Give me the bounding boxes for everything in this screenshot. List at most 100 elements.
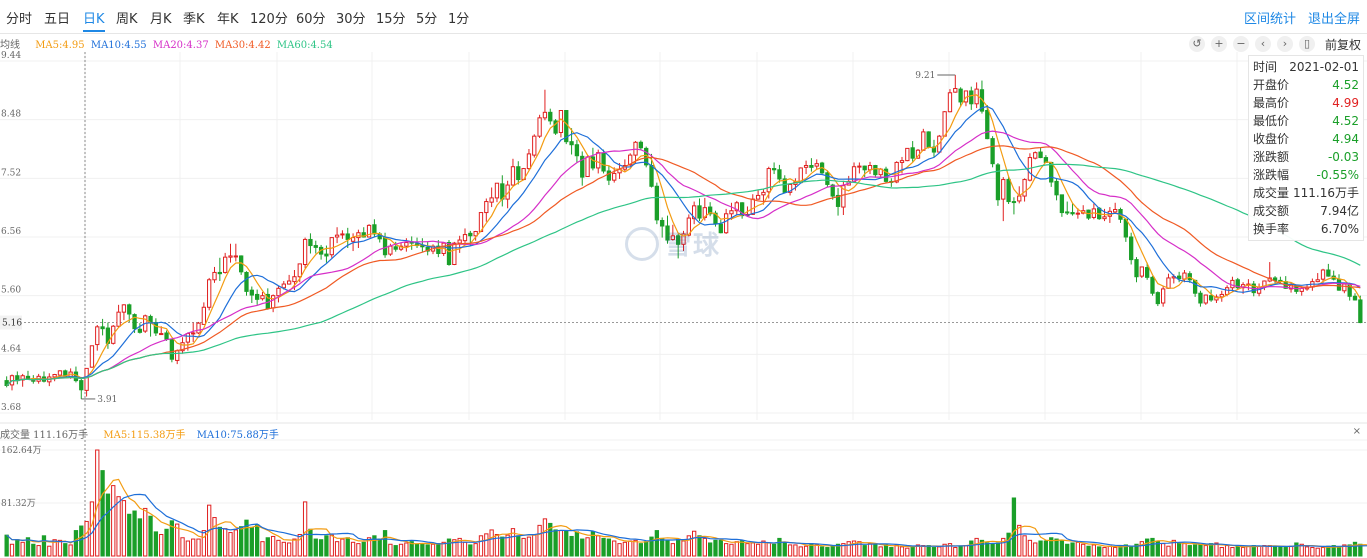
volume-bar <box>1086 545 1091 557</box>
volume-bar <box>750 542 755 557</box>
candle-up <box>899 160 905 163</box>
volume-bar <box>409 541 414 557</box>
candle-up <box>692 205 697 220</box>
volume-bar <box>1054 538 1059 557</box>
volume-bar <box>478 535 484 557</box>
candle-down <box>436 245 441 255</box>
tab-5min[interactable]: 5分 <box>416 12 438 27</box>
zoom-in-icon[interactable]: + <box>1210 36 1227 52</box>
candle-down <box>1011 201 1017 204</box>
volume-bar <box>692 530 697 557</box>
tooltip-value: -0.55% <box>1316 168 1359 182</box>
volume-bar <box>100 470 105 557</box>
adjust-mode-label[interactable]: 前复权 <box>1324 37 1361 52</box>
ma30-line <box>6 145 1361 386</box>
reset-icon[interactable]: ↺ <box>1188 36 1205 52</box>
snowball-logo-icon <box>625 226 659 261</box>
tab-30min[interactable]: 30分 <box>336 12 366 27</box>
candle-down <box>835 194 841 207</box>
volume-bar <box>686 535 691 557</box>
candle-up <box>542 111 548 119</box>
volume-bar <box>878 546 883 557</box>
volume-bar <box>931 547 937 557</box>
close-volume-icon[interactable]: × <box>1352 426 1361 437</box>
tab-weekly-k[interactable]: 周K <box>116 12 138 27</box>
candle-down <box>1006 179 1011 203</box>
candle-down <box>1208 295 1214 301</box>
volume-bar <box>782 541 787 557</box>
candle-up <box>1075 212 1081 215</box>
tooltip-key: 换手率 <box>1253 222 1290 236</box>
candle-down <box>1038 151 1043 159</box>
tooltip-value: 2021-02-01 <box>1289 60 1359 74</box>
candle-up <box>223 256 228 273</box>
candle-up <box>942 111 947 137</box>
candle-down <box>862 165 867 171</box>
volume-bar <box>910 545 915 557</box>
volume-bar <box>292 538 297 557</box>
volume-bar <box>47 545 52 557</box>
volume-bar <box>393 545 398 557</box>
tab-yearly-k[interactable]: 年K <box>217 12 239 27</box>
candle-down <box>825 172 830 185</box>
pause-icon[interactable]: ▯ <box>1298 36 1315 52</box>
candle-up <box>340 233 345 236</box>
volume-bar <box>1347 544 1352 557</box>
tab-monthly-k[interactable]: 月K <box>150 12 172 27</box>
volume-bar <box>905 547 910 557</box>
tab-1min[interactable]: 1分 <box>448 12 470 27</box>
candle-down <box>169 338 175 360</box>
candle-up <box>121 304 127 313</box>
volume-bar <box>265 537 270 557</box>
range-stats-link[interactable]: 区间统计 <box>1244 12 1297 27</box>
chevron-right-icon[interactable]: › <box>1276 36 1293 52</box>
candle-down <box>153 322 159 334</box>
volume-bar <box>41 535 47 557</box>
volume-bar <box>68 544 73 557</box>
candle-down <box>1145 267 1150 278</box>
volume-bar <box>1176 542 1182 557</box>
volume-bar <box>1187 545 1192 557</box>
volume-bar <box>1139 541 1144 557</box>
volume-bar <box>169 520 175 557</box>
tooltip-row: 成交量 111.16万手 <box>1253 184 1359 202</box>
volume-bar <box>979 539 985 557</box>
chevron-left-icon[interactable]: ‹ <box>1254 36 1271 52</box>
candle-up <box>207 279 212 308</box>
tab-daily-k[interactable]: 日K <box>83 12 105 27</box>
candle-up <box>537 117 542 137</box>
volume-bar <box>31 543 36 557</box>
volume-bar <box>670 543 675 557</box>
candle-up <box>292 276 297 283</box>
tooltip-key: 成交额 <box>1253 204 1290 218</box>
candle-up <box>452 242 457 266</box>
tab-quarterly-k[interactable]: 季K <box>183 12 205 27</box>
volume-bar <box>52 539 57 557</box>
volume-bar <box>1288 545 1294 557</box>
tab-60min[interactable]: 60分 <box>296 12 326 27</box>
candle-up <box>180 342 185 352</box>
tab-120min[interactable]: 120分 <box>250 12 288 27</box>
candle-up <box>857 165 862 168</box>
period-tabs: 分时 五日 日K 周K 月K 季K 年K 120分 60分 30分 15分 5分… <box>0 0 1367 34</box>
zoom-out-icon[interactable]: − <box>1232 36 1249 52</box>
candle-down <box>873 165 878 176</box>
tab-five-day[interactable]: 五日 <box>44 12 71 27</box>
candle-up <box>681 233 686 245</box>
volume-bar <box>830 545 835 557</box>
volume-bar <box>350 541 356 557</box>
exit-fullscreen-link[interactable]: 退出全屏 <box>1308 12 1361 27</box>
candle-up <box>95 326 100 346</box>
volume-bar <box>1033 542 1038 557</box>
candle-up <box>1102 216 1107 220</box>
volume-bar <box>825 547 830 557</box>
volume-bar <box>697 535 702 557</box>
volume-bar <box>420 543 425 557</box>
tab-minute[interactable]: 分时 <box>6 12 33 27</box>
volume-bar <box>1107 545 1113 557</box>
ma10-line <box>6 105 1361 386</box>
volume-bar <box>654 530 660 557</box>
tab-15min[interactable]: 15分 <box>376 12 406 27</box>
candle-down <box>393 246 398 250</box>
